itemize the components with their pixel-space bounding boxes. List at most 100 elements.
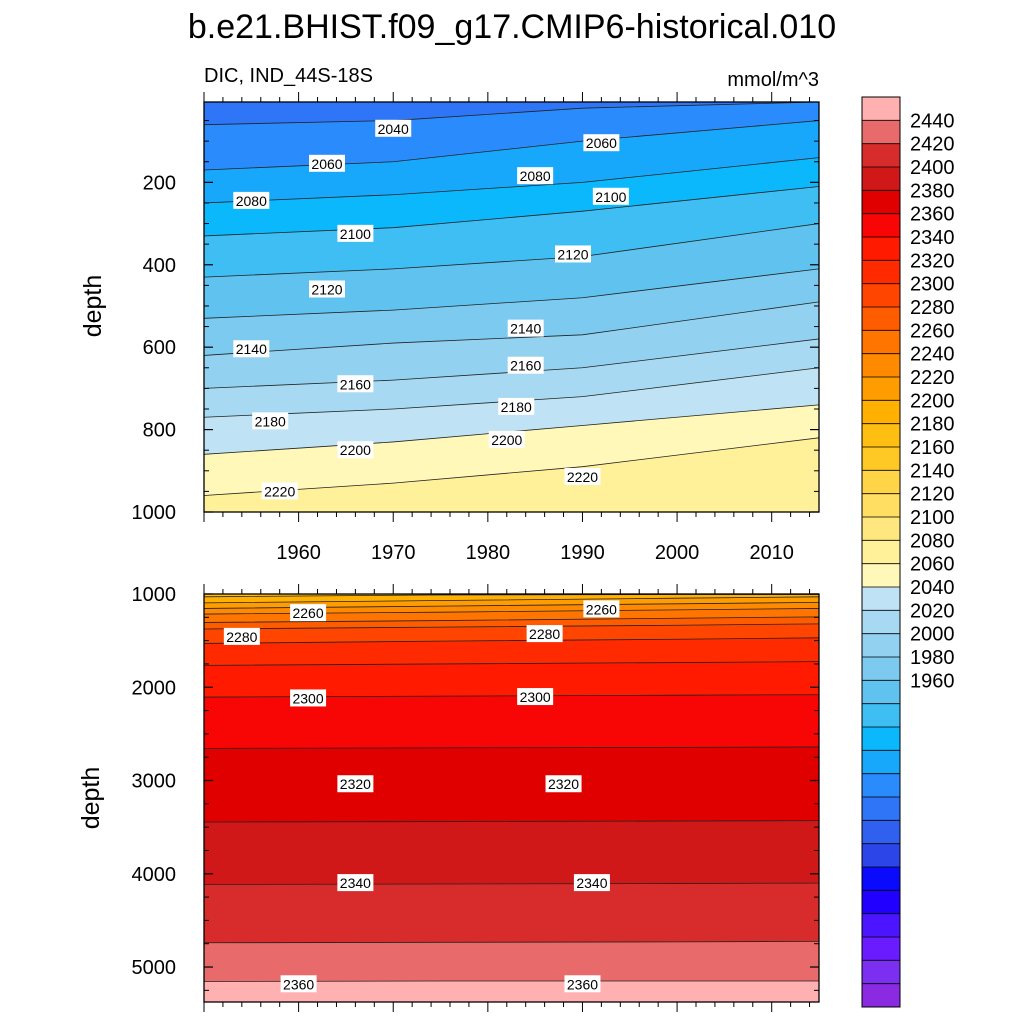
colorbar-swatch (862, 237, 900, 261)
colorbar-swatch (862, 97, 900, 121)
contour-line (203, 268, 820, 319)
lower-panel-fills (204, 594, 819, 1002)
contour-label: 2300 (520, 689, 551, 705)
colorbar-swatch (862, 447, 900, 471)
contour-band (204, 596, 819, 609)
colorbar-frame (861, 96, 901, 1008)
lower-panel-contour-labels: 2260 2260 2280 2280 2300 2300 2320 2320 2340 2340… (223, 600, 620, 993)
colorbar-swatch (862, 353, 900, 378)
colorbar-swatch (862, 563, 900, 588)
colorbar-label: 2300 (910, 274, 955, 296)
colorbar-swatch (862, 773, 900, 798)
contour-label-box (337, 775, 374, 793)
colorbar-label: 1960 (910, 670, 955, 692)
x-tick-label: 2010 (749, 542, 794, 564)
chart-subtitle-right: mmol/m^3 (727, 69, 819, 91)
colorbar-label: 2080 (910, 530, 955, 552)
contour-label-box (337, 874, 374, 892)
contour-line (203, 661, 820, 666)
contour-line (203, 437, 820, 496)
contour-label: 2140 (510, 321, 541, 337)
colorbar-label: 2440 (910, 110, 955, 132)
colorbar-swatch (862, 750, 900, 774)
contour-band (204, 594, 819, 603)
contour-label: 2180 (501, 399, 532, 415)
contour-band (204, 602, 819, 615)
colorbar-label: 2220 (910, 367, 955, 389)
colorbar-label: 2040 (910, 577, 955, 599)
colorbar-label: 2020 (910, 600, 955, 622)
colorbar-label: 2400 (910, 157, 955, 179)
contour-band (204, 661, 819, 697)
y-tick-label: 1000 (132, 502, 177, 524)
contour-line (203, 616, 820, 623)
contour-label-box (337, 441, 374, 459)
chart-title: b.e21.BHIST.f09_g17.CMIP6-historical.010 (188, 8, 836, 46)
colorbar-swatch (862, 657, 900, 681)
contour-label-box (375, 119, 412, 137)
y-tick-label: 200 (143, 172, 176, 194)
contour-band (204, 338, 819, 418)
upper-y-axis-label: depth (79, 275, 107, 338)
contour-band (204, 941, 819, 982)
contour-label-box (309, 154, 345, 172)
colorbar-label: 2140 (910, 460, 955, 482)
contour-label-box (573, 874, 610, 892)
colorbar-swatch (862, 213, 900, 238)
x-tick-label: 2000 (655, 542, 700, 564)
contour-band (204, 694, 819, 749)
colorbar-swatch (862, 283, 900, 308)
contour-label-box (261, 482, 298, 500)
contour-label: 2060 (311, 156, 342, 172)
contour-label: 2320 (548, 776, 579, 792)
contour-label: 2280 (226, 629, 257, 645)
contour-band (204, 186, 819, 278)
colorbar-swatch (862, 727, 900, 751)
contour-band (204, 120, 819, 203)
contour-label: 2300 (292, 690, 323, 706)
colorbar-swatch (862, 330, 900, 354)
contour-label-box (280, 975, 317, 993)
contour-label: 2220 (264, 483, 295, 499)
contour-band (204, 623, 819, 644)
colorbar-swatch (862, 260, 900, 284)
contour-label-box (564, 467, 601, 485)
colorbar-label: 2340 (910, 227, 955, 249)
y-tick-label: 4000 (132, 864, 177, 886)
colorbar-swatch (862, 680, 900, 704)
contour-label-box (583, 600, 620, 618)
contour-label: 2100 (595, 189, 626, 205)
contour-label: 2160 (510, 358, 541, 374)
contour-label-box (337, 375, 374, 393)
contour-label: 2280 (529, 626, 560, 642)
upper-panel-contour-labels: 2040 2060 2060 2080 2080 2100 2100 2120 2120 2140… (233, 119, 629, 500)
colorbar-swatch (862, 167, 900, 191)
contour-band (204, 981, 819, 1002)
contour-label-box (555, 245, 591, 263)
y-tick-label: 1000 (132, 584, 177, 606)
contour-band (204, 746, 819, 822)
contour-label: 2120 (557, 246, 588, 262)
contour-label: 2260 (586, 601, 617, 617)
contour-label-box (309, 280, 345, 298)
contour-label: 2180 (255, 413, 286, 429)
colorbar-swatch (862, 913, 900, 938)
x-tick-label: 1980 (466, 542, 511, 564)
contour-label: 2340 (576, 875, 607, 891)
contour-line (203, 186, 820, 237)
contour-label-box (517, 688, 554, 706)
upper-panel-axes: 200 400 600 800 1000 1960 1970 1980 1990 2000 2010 (132, 92, 820, 564)
plot-frame (203, 593, 820, 1003)
contour-label-box (564, 975, 601, 993)
contour-label-box (507, 319, 544, 337)
colorbar-label: 2240 (910, 344, 955, 366)
colorbar-label: 2260 (910, 320, 955, 342)
colorbar-swatch (862, 610, 900, 634)
contour-band (204, 616, 819, 629)
colorbar-swatch (862, 400, 900, 424)
contour-band (204, 404, 819, 496)
colorbar-swatch (862, 633, 900, 658)
contour-label: 2100 (340, 226, 371, 242)
contour-label: 2340 (340, 875, 371, 891)
